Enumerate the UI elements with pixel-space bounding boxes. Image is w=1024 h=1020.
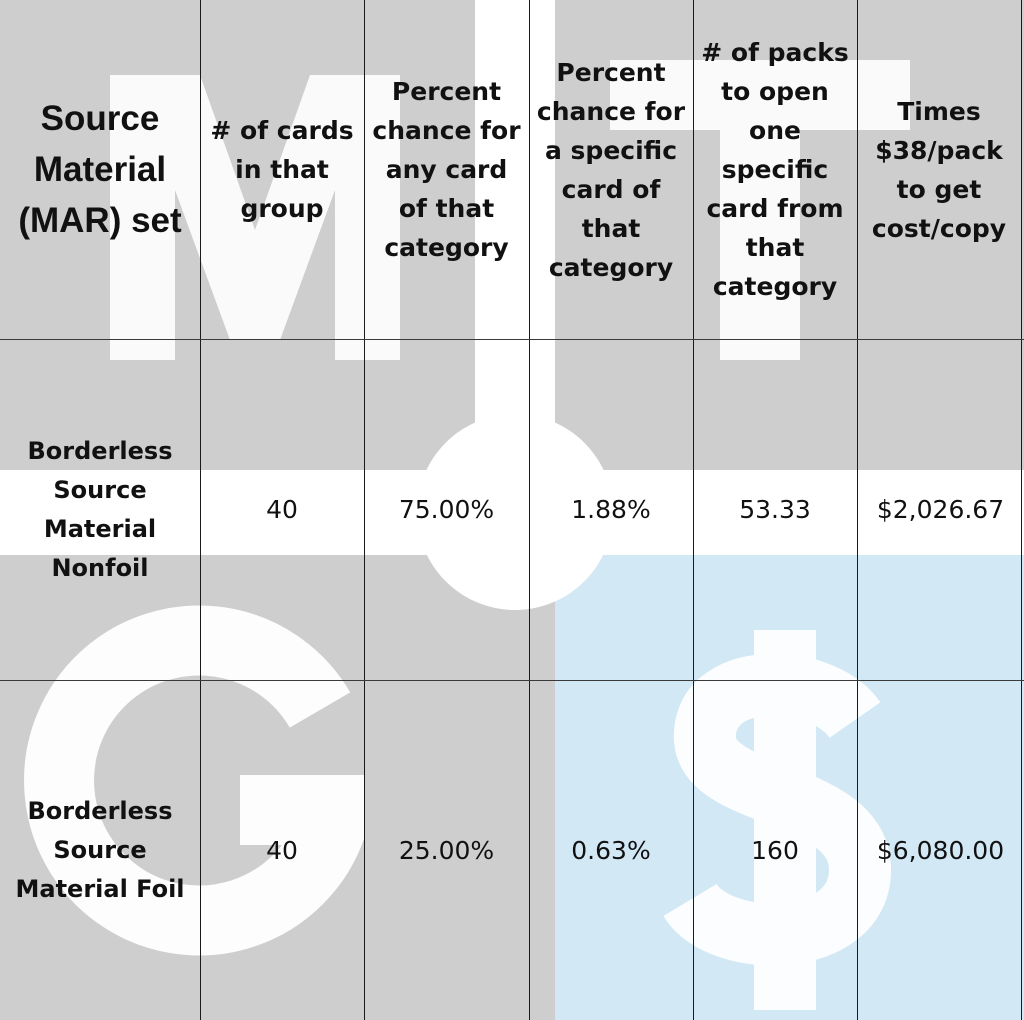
row-label: Borderless Source Material Nonfoil [27,436,173,582]
table-cell: 75.00% [398,495,495,524]
grid-line [0,339,1024,340]
watermark-letter-m [110,75,400,360]
grid-line [857,0,858,1020]
grid-line [200,0,201,1020]
table-cell: 53.33 [739,495,811,524]
column-header: # of packs to open one specific card fro… [701,38,849,301]
watermark-letter-t [610,60,910,360]
table-cell: 160 [751,835,799,865]
table-cell: 25.00% [398,835,495,865]
table-cell: 0.63% [571,835,651,865]
watermark-letter-dollar [663,630,892,1010]
grid-line [693,0,694,1020]
row-label: Borderless Source Material Foil [15,796,185,903]
table-cell: 40 [266,495,298,524]
table-cell: 1.88% [571,495,651,524]
column-header: Percent chance for any card of that cate… [372,77,521,262]
grid-line [1021,0,1022,1020]
watermark-letter-g [24,605,365,956]
grid-line [0,680,1024,681]
grid-line [529,0,530,1020]
column-header: Percent chance for a specific card of th… [536,57,686,282]
column-header: Times $38/pack to get cost/copy [871,96,1007,243]
column-header: # of cards in that group [210,116,354,223]
grid-line [364,0,365,1020]
table-cell: $6,080.00 [876,835,1005,865]
column-header: Source Material (MAR) set [18,99,182,240]
table-cell: $2,026.67 [876,495,1005,524]
table-cell: 40 [266,835,298,865]
